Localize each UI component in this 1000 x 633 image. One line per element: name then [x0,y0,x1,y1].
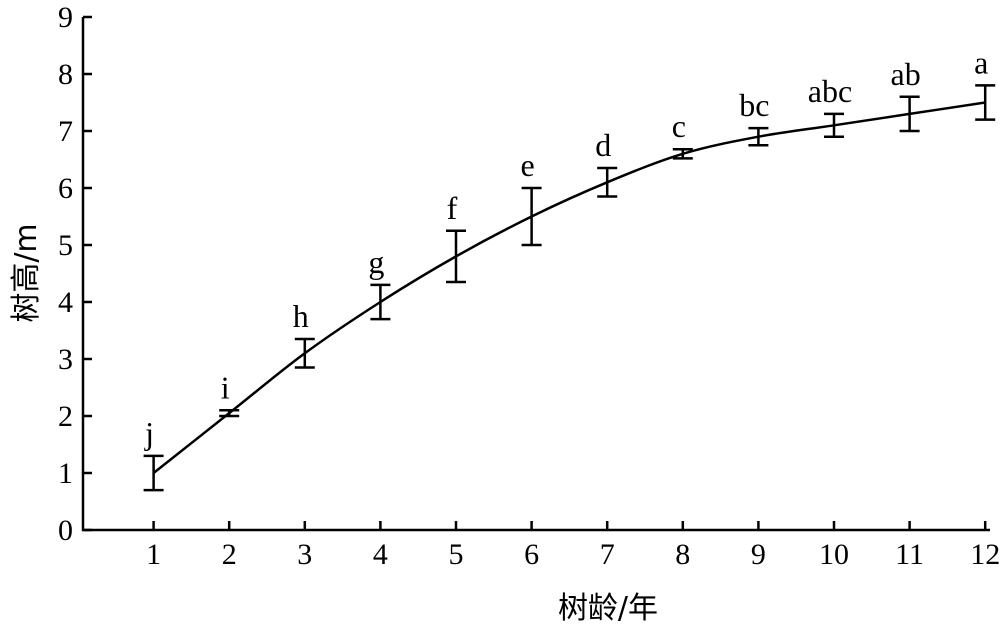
error-bar [521,186,542,247]
x-tick-label: 9 [751,538,766,571]
significance-label: f [447,190,458,226]
x-axis-ticks: 1 2 3 4 5 6 7 8 9 10 11 12 [146,521,1000,571]
y-tick-label: 7 [58,115,73,148]
error-bar [597,166,618,198]
significance-label: ab [890,56,920,92]
error-bar [219,409,240,418]
x-tick-label: 8 [675,538,690,571]
error-bar [143,454,164,492]
significance-label: bc [739,87,769,123]
error-bar [370,283,391,321]
error-bar [975,84,996,121]
significance-label: g [368,244,384,280]
y-tick-label: 9 [58,1,73,34]
x-tick-label: 10 [819,538,849,571]
significance-label: j [144,415,154,451]
y-tick-label: 6 [58,172,73,205]
x-axis-title: 树龄/年 [558,591,658,626]
x-tick-label: 5 [449,538,464,571]
error-bar [748,126,769,147]
axes [81,17,990,532]
significance-label: abc [808,73,852,109]
y-tick-label: 2 [58,400,73,433]
x-tick-label: 12 [970,538,1000,571]
x-tick-label: 1 [146,538,161,571]
error-bar [446,229,466,284]
x-tick-label: 3 [297,538,312,571]
x-tick-label: 7 [600,538,615,571]
x-tick-label: 6 [524,538,539,571]
significance-label: i [221,369,230,405]
y-tick-label: 5 [58,229,73,262]
significance-label: d [595,127,611,163]
error-bar [824,112,844,138]
y-tick-label: 1 [58,457,73,490]
y-axis-ticks: 0 1 2 3 4 5 6 7 8 9 [58,1,92,547]
significance-label: a [974,44,988,80]
y-axis-title: 树高/m [9,223,44,322]
y-tick-label: 3 [58,343,73,376]
error-bar [899,95,920,133]
x-tick-label: 4 [373,538,388,571]
x-tick-label: 2 [222,538,237,571]
x-tick-label: 11 [895,538,924,571]
y-tick-label: 0 [58,514,73,547]
significance-label: e [520,147,534,183]
significance-label: h [293,298,309,334]
error-bar [672,147,693,160]
plot-area: j i h g f e d c bc abc ab a [143,44,996,492]
y-tick-label: 8 [58,58,73,91]
significance-label: c [672,108,686,144]
y-tick-label: 4 [58,286,73,319]
axis-frame [81,17,990,532]
error-bar [294,337,315,369]
series-line [152,101,986,474]
